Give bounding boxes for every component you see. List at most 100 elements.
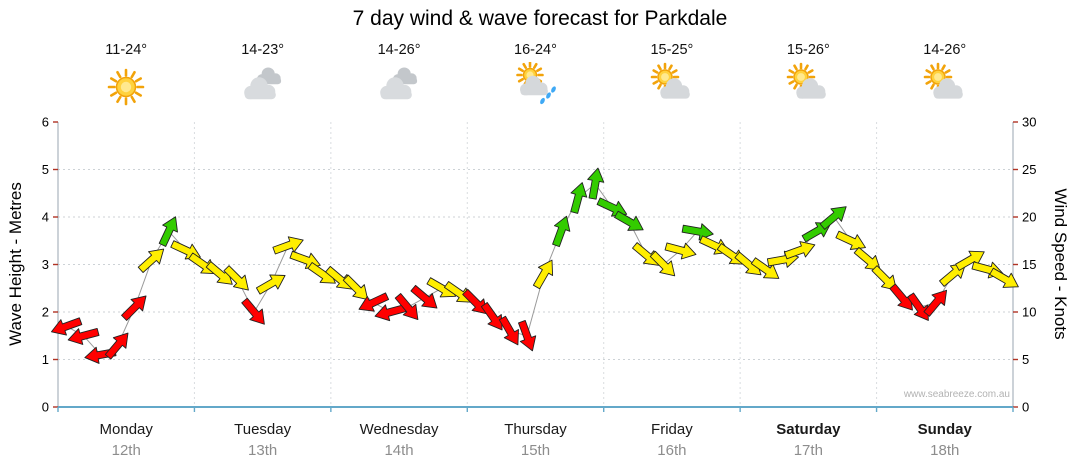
wind-arrow <box>989 267 1019 288</box>
wind-arrow <box>649 250 676 277</box>
wind-arrow <box>784 241 816 260</box>
wind-arrow <box>518 320 537 352</box>
watermark: www.seabreeze.com.au <box>903 389 1010 400</box>
wind-arrow <box>498 315 519 346</box>
partly-cloudy-icon <box>923 62 963 99</box>
wind-arrow <box>67 327 100 345</box>
day-name: Wednesday <box>359 421 439 438</box>
wind-arrow <box>462 288 488 315</box>
temperature-range: 15-25° <box>650 42 694 58</box>
cloudy-icon <box>380 67 418 100</box>
day-label-monday: Monday 12th <box>58 421 194 459</box>
weather-icon-partly-cloudy <box>921 62 969 110</box>
day-date: 14th <box>384 442 414 459</box>
left-tick-label: 2 <box>42 305 49 320</box>
wind-arrow <box>255 274 286 295</box>
right-tick-label: 10 <box>1022 305 1036 320</box>
day-date: 13th <box>248 442 278 459</box>
page-title: 7 day wind & wave forecast for Parkdale <box>352 7 728 30</box>
day-name: Saturday <box>776 421 841 438</box>
day-header-tuesday: 14-23° <box>194 40 330 110</box>
wind-arrow <box>51 317 83 336</box>
day-date: 17th <box>793 442 823 459</box>
temperature-range: 15-26° <box>786 42 830 58</box>
sunny-icon <box>107 68 145 106</box>
weather-icon-cloudy <box>239 62 287 110</box>
temperature-range: 14-26° <box>923 42 967 58</box>
wind-arrow <box>923 289 948 317</box>
cloud-front <box>243 77 276 100</box>
wind-arrow <box>137 248 165 273</box>
raindrops <box>540 86 557 105</box>
day-label-wednesday: Wednesday 14th <box>331 421 467 459</box>
wind-arrow <box>681 223 714 241</box>
wind-arrow <box>532 259 554 290</box>
day-label-friday: Friday 16th <box>604 421 740 459</box>
sun-showers-icon <box>516 61 557 105</box>
wind-arrow <box>835 230 866 250</box>
temperature-range: 14-26° <box>377 42 421 58</box>
cloud-front <box>933 78 963 99</box>
wind-arrow <box>205 261 233 285</box>
day-headers-row: 11-24° 14-23° 14-26° 16-24° 15-25° 15-26° 14-2… <box>58 40 1013 110</box>
day-name: Monday <box>99 421 153 438</box>
wind-arrow <box>570 182 588 214</box>
wind-arrow <box>325 265 353 290</box>
day-header-friday: 15-25° <box>604 40 740 110</box>
left-tick-label: 0 <box>42 400 49 415</box>
right-tick-label: 20 <box>1022 210 1036 225</box>
day-header-wednesday: 14-26° <box>331 40 467 110</box>
day-header-saturday: 15-26° <box>740 40 876 110</box>
day-name: Thursday <box>504 421 567 438</box>
day-header-sunday: 14-26° <box>877 40 1013 110</box>
wind-arrow <box>342 274 369 301</box>
day-labels-row: Monday 12th Tuesday 13th Wednesday 14th Thursd… <box>58 421 1013 459</box>
left-tick-label: 3 <box>42 257 49 272</box>
right-tick-label: 0 <box>1022 400 1029 415</box>
wind-arrow <box>614 210 644 231</box>
left-tick-label: 4 <box>42 210 49 225</box>
temperature-range: 14-23° <box>241 42 285 58</box>
partly-cloudy-icon <box>787 62 827 99</box>
day-label-sunday: Sunday 18th <box>877 421 1013 459</box>
day-date: 16th <box>657 442 687 459</box>
wind-arrow <box>358 292 390 312</box>
wind-arrow <box>121 295 147 321</box>
cloud-front <box>380 77 412 100</box>
day-label-thursday: Thursday 15th <box>467 421 603 459</box>
weather-icon-cloudy <box>375 62 423 110</box>
wind-arrow <box>632 242 660 266</box>
wind-arrow <box>480 301 503 331</box>
wind-arrow <box>410 284 438 309</box>
sun <box>107 68 145 106</box>
weather-icon-sunny <box>102 62 150 110</box>
temperature-range: 16-24° <box>514 42 557 58</box>
wind-arrow <box>394 293 419 321</box>
temperature-range: 11-24° <box>105 42 148 58</box>
partly-cloudy-icon <box>650 62 690 99</box>
wind-arrow <box>104 332 129 360</box>
day-label-saturday: Saturday 17th <box>740 421 876 459</box>
wind-arrow <box>272 236 304 255</box>
cloud-front <box>660 78 690 99</box>
wind-arrow <box>241 297 265 325</box>
wind-arrow <box>587 167 605 200</box>
day-header-monday: 11-24° <box>58 40 194 110</box>
day-name: Sunday <box>917 421 972 438</box>
axes: 0 1 2 3 4 5 6 0 5 10 15 20 25 30 <box>42 115 1037 415</box>
gridlines <box>58 122 1013 407</box>
wind-arrow <box>750 257 780 279</box>
day-header-thursday: 16-24° <box>467 40 603 110</box>
day-date: 15th <box>520 442 551 459</box>
wind-arrows <box>51 167 1019 364</box>
day-date: 18th <box>930 442 960 459</box>
left-tick-label: 6 <box>42 115 49 130</box>
wind-arrow <box>955 250 985 271</box>
weather-icon-partly-cloudy <box>648 62 696 110</box>
day-name: Friday <box>651 421 693 438</box>
wind-arrow <box>158 216 178 247</box>
right-tick-label: 15 <box>1022 257 1036 272</box>
wind-arrow <box>552 215 571 248</box>
